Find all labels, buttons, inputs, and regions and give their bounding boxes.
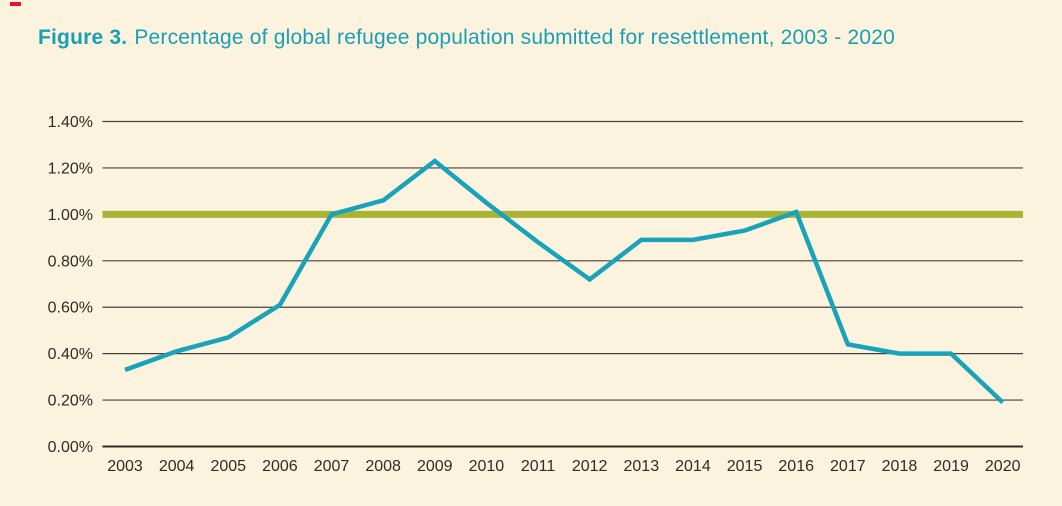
- y-axis-tick-label: 0.80%: [48, 253, 93, 270]
- x-axis-tick-label: 2016: [778, 458, 814, 475]
- x-axis-tick-label: 2009: [417, 458, 453, 475]
- y-axis-tick-label: 1.20%: [48, 160, 93, 177]
- x-axis-tick-label: 2017: [830, 458, 866, 475]
- x-axis-tick-label: 2003: [107, 458, 143, 475]
- x-axis-tick-label: 2006: [262, 458, 298, 475]
- y-axis-tick-label: 0.60%: [48, 300, 93, 317]
- x-axis-tick-label: 2008: [365, 458, 401, 475]
- x-axis-tick-label: 2019: [933, 458, 969, 475]
- y-axis-tick-label: 1.40%: [48, 114, 93, 131]
- figure-title: Figure 3. Percentage of global refugee po…: [38, 26, 895, 50]
- x-axis-tick-label: 2013: [624, 458, 660, 475]
- x-axis-tick-label: 2011: [521, 458, 556, 475]
- figure-title-text: Percentage of global refugee population …: [134, 26, 895, 49]
- data-line: [124, 158, 1005, 405]
- y-axis-tick-label: 1.00%: [48, 207, 93, 224]
- x-axis-tick-label: 2018: [882, 458, 918, 475]
- x-axis-tick-label: 2005: [210, 458, 246, 475]
- x-axis-tick-label: 2007: [314, 458, 350, 475]
- x-axis-tick-label: 2015: [727, 458, 763, 475]
- x-axis-tick-label: 2014: [675, 458, 711, 475]
- y-axis-tick-label: 0.00%: [48, 439, 93, 456]
- page-corner-mark: [10, 2, 21, 6]
- x-axis-tick-label: 2020: [985, 458, 1021, 475]
- figure-number-label: Figure 3.: [38, 26, 128, 49]
- x-axis-tick-label: 2010: [469, 458, 505, 475]
- y-axis-tick-label: 0.20%: [48, 393, 93, 410]
- y-axis-tick-label: 0.40%: [48, 346, 93, 363]
- x-axis-tick-label: 2004: [159, 458, 195, 475]
- x-axis-tick-label: 2012: [572, 458, 608, 475]
